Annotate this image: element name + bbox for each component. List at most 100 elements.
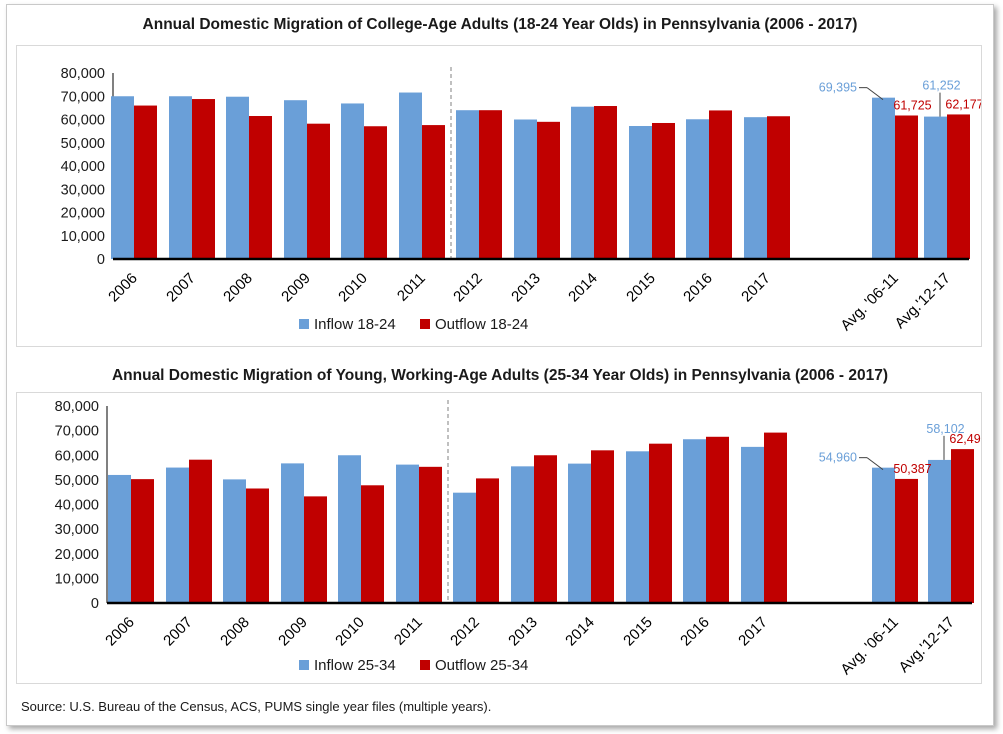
chart-panel-25-34: 0 10,000 20,000 30,000 40,000 50,000 60,000 70,… [16,392,988,684]
inflow-bar [223,479,246,603]
y-tick-label: 70,000 [55,424,99,440]
x-category-label: 2007 [160,614,196,650]
x-category-label: 2017 [738,270,774,306]
source-note: Source: U.S. Bureau of the Census, ACS, … [21,699,492,714]
x-category-label: 2016 [680,270,716,306]
y-tick-label: 10,000 [61,229,105,245]
x-category-label: 2014 [562,614,598,650]
inflow-bar [571,106,594,260]
x-category-label: 2011 [391,614,426,649]
inflow-bar [226,96,249,259]
x-category-label: 2012 [447,614,483,650]
inflow-bar [284,100,307,259]
inflow-bar [108,474,131,603]
x-category-label: 2006 [102,614,138,650]
outflow-bar [422,125,445,259]
outflow-bar [304,496,327,603]
x-category-label: 2008 [217,614,253,650]
chart-title-25-34: Annual Domestic Migration of Young, Work… [111,367,889,384]
outflow-bar [591,450,614,603]
y-tick-label: 80,000 [61,66,105,82]
x-category-label: 2016 [677,614,713,650]
outflow-bar [767,116,790,260]
outflow-bar [134,105,157,259]
leader-line [866,87,884,101]
y-tick-label: 20,000 [55,547,99,563]
y-tick-label: 60,000 [61,113,105,129]
y-tick-label: 60,000 [55,448,99,464]
data-label-inflow: 69,395 [819,81,857,95]
x-category-label: 2009 [275,614,311,650]
inflow-bar [686,119,709,259]
inflow-bar [399,92,422,259]
outflow-bar [594,106,617,259]
inflow-bar [872,97,895,260]
inflow-bar [928,459,951,603]
data-label-outflow: 62,177 [945,97,981,111]
legend-swatch-inflow [299,319,309,329]
outflow-bar [131,479,154,603]
data-label-inflow: 58,102 [926,422,964,436]
chart-panel-18-24: 0 10,000 20,000 30,000 40,000 50,000 60,000 70,… [16,45,984,347]
outflow-bar [706,436,729,603]
figure-frame: Annual Domestic Migration of College-Age… [6,4,994,726]
data-label-inflow: 54,960 [819,451,857,465]
legend-swatch-inflow [299,660,309,670]
outflow-bar [307,123,330,259]
y-tick-label: 30,000 [55,522,99,538]
x-category-label: Avg. '06-11 [837,270,901,334]
y-tick-label: 0 [91,596,99,612]
legend-swatch-outflow [420,319,430,329]
y-tick-label: 40,000 [61,159,105,175]
x-category-label: 2008 [220,270,256,306]
outflow-bar [419,466,442,603]
x-category-label: Avg.'12-17 [892,270,954,332]
x-category-label: 2010 [335,270,371,306]
inflow-bar [456,110,479,259]
inflow-bar [683,439,706,603]
y-tick-label: 50,000 [61,136,105,152]
data-label-outflow: 61,725 [893,98,931,112]
y-tick-label: 30,000 [61,182,105,198]
x-category-label: 2009 [278,270,314,306]
x-category-label: 2013 [505,614,541,650]
inflow-bar [511,466,534,603]
outflow-bar [895,478,918,603]
inflow-bar [111,96,134,259]
inflow-bar [872,467,895,603]
x-category-label: 2010 [332,614,368,650]
inflow-bar [744,117,767,259]
inflow-bar [514,119,537,259]
inflow-bar [341,103,364,259]
legend-label-inflow: Inflow 25-34 [314,657,396,674]
inflow-bar [924,116,947,259]
chart-25-34: 0 10,000 20,000 30,000 40,000 50,000 60,000 70,… [55,399,988,678]
inflow-bar [453,492,476,603]
outflow-bar [364,126,387,260]
legend-label-inflow: Inflow 18-24 [314,316,396,333]
outflow-bar [476,478,499,603]
data-label-outflow: 50,387 [893,462,931,476]
outflow-bar [192,99,215,259]
outflow-bar [649,443,672,603]
outflow-bar [534,455,557,603]
outflow-bar [479,110,502,259]
legend-label-outflow: Outflow 25-34 [435,657,528,674]
inflow-bar [626,451,649,603]
x-category-label: Avg.'12-17 [896,614,958,676]
y-tick-label: 50,000 [55,473,99,489]
x-category-label: Avg. '06-11 [837,614,901,678]
inflow-bar [629,126,652,259]
y-tick-label: 80,000 [55,399,99,415]
outflow-bar [951,449,974,603]
x-category-label: 2015 [623,270,659,306]
outflow-bar [652,122,675,259]
x-category-label: 2014 [565,270,601,306]
data-label-inflow: 61,252 [922,79,960,93]
legend-label-outflow: Outflow 18-24 [435,316,528,333]
outflow-bar [189,459,212,603]
y-tick-label: 10,000 [55,571,99,587]
inflow-bar [338,455,361,603]
inflow-bar [166,467,189,603]
data-label-outflow: 62,493 [949,432,981,446]
